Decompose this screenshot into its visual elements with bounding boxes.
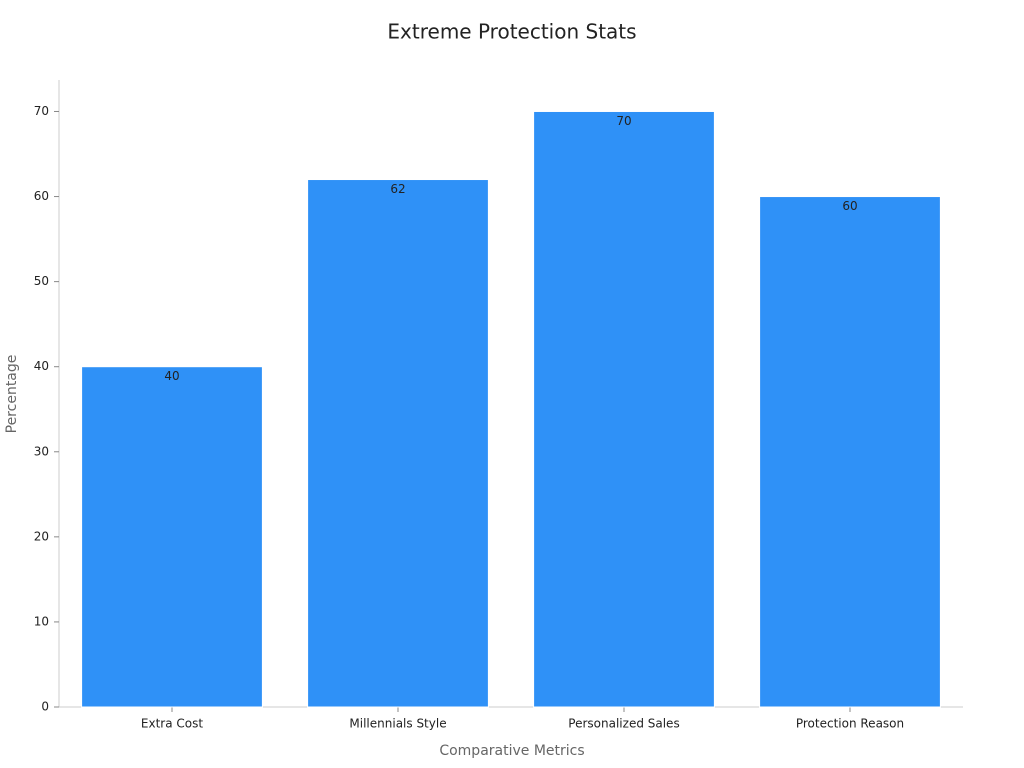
data-label: 40 (164, 369, 179, 383)
data-label: 60 (842, 199, 857, 213)
chart-title: Extreme Protection Stats (387, 20, 636, 44)
y-tick-label: 20 (34, 529, 49, 543)
x-axis-label: Comparative Metrics (439, 743, 584, 759)
y-tick-label: 60 (34, 189, 49, 203)
y-tick-label: 0 (41, 700, 49, 714)
x-tick-label: Millennials Style (349, 717, 446, 731)
data-label: 62 (390, 182, 405, 196)
bar (81, 366, 263, 708)
x-tick-label: Protection Reason (796, 717, 904, 731)
y-tick-label: 10 (34, 614, 49, 628)
y-tick-label: 40 (34, 359, 49, 373)
bar (307, 179, 489, 708)
y-tick-label: 50 (34, 274, 49, 288)
bar (533, 110, 715, 708)
data-label: 70 (616, 114, 631, 128)
x-tick-label: Personalized Sales (568, 717, 679, 731)
y-axis-label: Percentage (4, 355, 20, 434)
y-tick-label: 70 (34, 104, 49, 118)
y-tick-label: 30 (34, 444, 49, 458)
x-tick-label: Extra Cost (141, 717, 203, 731)
bar (759, 196, 941, 708)
